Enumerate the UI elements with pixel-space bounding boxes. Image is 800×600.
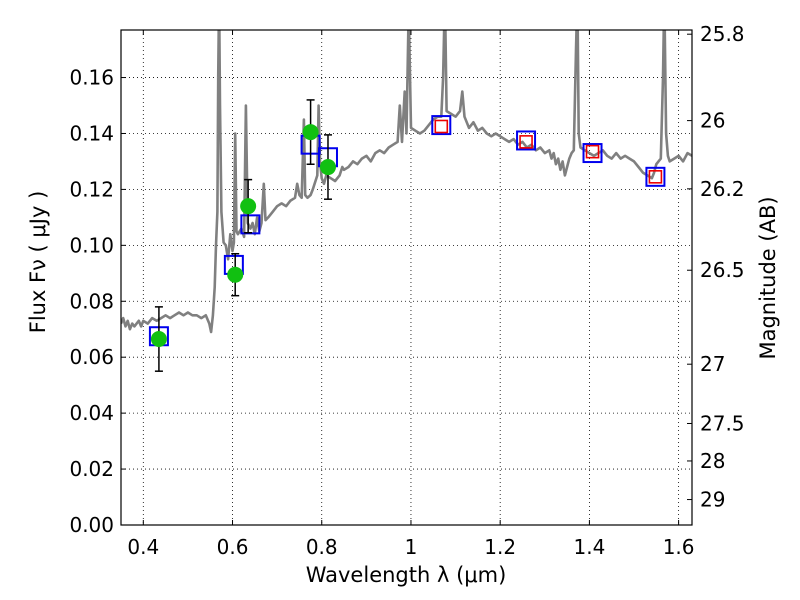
plot-frame (120, 29, 693, 526)
observed-point (227, 266, 244, 283)
model-box (645, 166, 666, 187)
x-tick-label: 0.8 (306, 535, 338, 559)
y-tick-label: 0.16 (69, 66, 114, 90)
y-tick-label: 0.06 (69, 345, 114, 369)
model-box (431, 115, 452, 136)
observed-point (319, 159, 336, 176)
nir-point (585, 144, 600, 159)
x-tick-label: 1.6 (663, 535, 695, 559)
y2-tick-labels: 25.8 26 26.2 26.5 27 27.5 28 29 (700, 22, 745, 511)
y2-tick-label: 26.2 (700, 177, 745, 201)
y2-tick-label: 27 (700, 352, 725, 376)
axis-ticks (121, 30, 692, 526)
x-axis-label: Wavelength λ (μm) (306, 563, 507, 587)
y-tick-label: 0.12 (69, 177, 114, 201)
y2-tick-label: 29 (700, 488, 725, 512)
x-tick-label: 1.2 (484, 535, 516, 559)
y-tick-labels: 0.00 0.02 0.04 0.06 0.08 0.10 0.12 0.14 0.16 (69, 66, 114, 537)
observed-point (150, 331, 167, 348)
nir-points-series (434, 119, 663, 184)
y2-axis-label: Magnitude (AB) (756, 196, 780, 359)
x-tick-label: 0.4 (127, 535, 159, 559)
spectrum-line (121, 30, 692, 334)
x-tick-label: 1.4 (573, 535, 605, 559)
y-tick-label: 0.08 (69, 289, 114, 313)
nir-point (648, 170, 663, 184)
x-tick-labels: 0.4 0.6 0.8 1 1.2 1.4 1.6 (127, 535, 694, 559)
y2-tick-label: 26 (700, 109, 725, 133)
y-tick-label: 0.02 (69, 457, 114, 481)
y2-tick-label: 25.8 (700, 22, 745, 46)
grid (121, 30, 692, 526)
observed-point (240, 198, 257, 215)
y-tick-label: 0.00 (69, 513, 114, 537)
x-tick-label: 1 (405, 535, 418, 559)
y-tick-label: 0.10 (69, 233, 114, 257)
nir-point (434, 119, 449, 134)
observed-points-series (150, 124, 336, 348)
observed-point (302, 124, 319, 141)
y2-tick-label: 28 (700, 449, 725, 473)
spectrum-series (121, 30, 692, 334)
nir-point (519, 135, 533, 149)
y-tick-label: 0.14 (69, 121, 114, 145)
model-box (516, 130, 537, 151)
y2-tick-label: 26.5 (700, 258, 745, 282)
y-tick-label: 0.04 (69, 401, 114, 425)
model-boxes-series (148, 115, 666, 347)
x-tick-label: 0.6 (217, 535, 249, 559)
model-box (582, 143, 603, 164)
y2-tick-label: 27.5 (700, 411, 745, 435)
y-axis-label: Flux Fν ( μJy ) (26, 191, 50, 334)
